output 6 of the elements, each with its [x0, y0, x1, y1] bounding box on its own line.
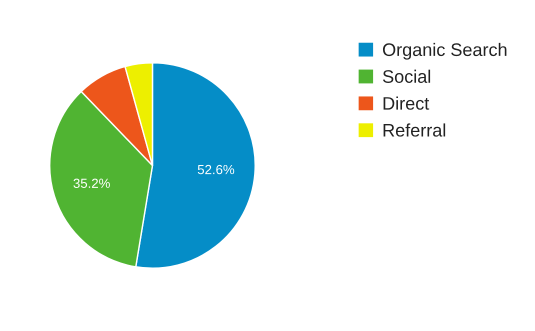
legend-label: Organic Search — [382, 42, 506, 60]
data-label: 35.2% — [73, 178, 110, 188]
data-label: 52.6% — [198, 164, 234, 174]
legend-label: Referral — [384, 123, 446, 137]
legend-label: Social — [382, 70, 430, 83]
legend-label: Direct — [384, 96, 430, 110]
